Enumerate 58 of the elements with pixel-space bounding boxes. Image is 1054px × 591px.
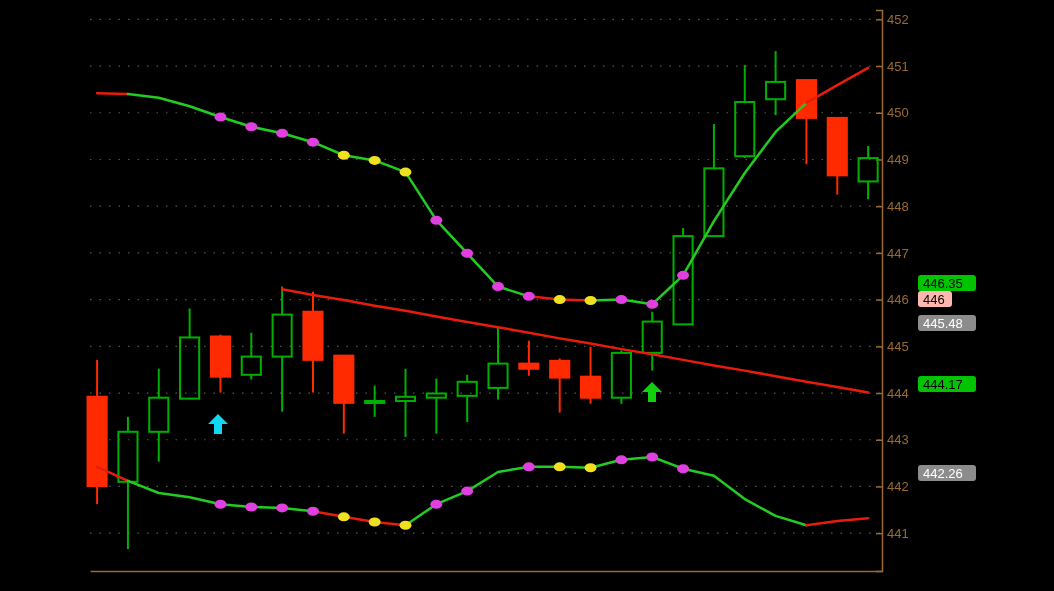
point — [646, 452, 659, 462]
point — [430, 215, 443, 225]
point — [677, 270, 690, 280]
text: 446.35 — [923, 275, 963, 291]
point — [553, 295, 566, 305]
point — [615, 295, 628, 305]
candlestick — [271, 285, 293, 413]
point — [399, 167, 412, 177]
point — [276, 503, 289, 513]
y-tick-label: 446 — [887, 292, 909, 308]
candlestick — [765, 50, 787, 117]
point — [399, 520, 412, 530]
candlestick — [394, 367, 417, 438]
point — [245, 502, 258, 512]
point — [522, 462, 535, 472]
candlestick — [148, 367, 170, 463]
point — [677, 464, 690, 474]
candlestick — [364, 384, 386, 418]
y-tick-label: 448 — [887, 198, 909, 214]
text: 444.17 — [923, 376, 963, 392]
point — [615, 455, 628, 465]
point — [306, 137, 319, 147]
point — [214, 112, 227, 122]
point — [337, 512, 350, 522]
y-tick-label: 445 — [887, 338, 909, 354]
line-series — [280, 288, 870, 394]
y-tick-label: 450 — [887, 105, 909, 121]
point — [430, 499, 443, 509]
point — [553, 462, 566, 472]
text: 442.26 — [923, 465, 963, 481]
y-tick-label: 447 — [887, 245, 909, 261]
candlestick — [302, 290, 324, 394]
y-tick-label: 443 — [887, 432, 909, 448]
text: 446 — [923, 291, 945, 307]
point — [492, 282, 505, 292]
point — [214, 499, 227, 509]
point — [306, 506, 319, 516]
point — [584, 463, 597, 473]
candlestick — [487, 326, 509, 401]
candlestick — [86, 358, 108, 506]
y-tick-label: 441 — [887, 525, 909, 541]
point — [461, 486, 474, 496]
y-tick-label: 444 — [887, 385, 909, 401]
y-tick-label: 442 — [887, 479, 909, 495]
y-tick-label: 451 — [887, 58, 909, 74]
y-tick-label: 452 — [887, 12, 909, 27]
point — [522, 291, 535, 301]
point — [245, 122, 258, 132]
point — [276, 128, 289, 138]
y-tick-label: 449 — [887, 152, 909, 168]
point — [461, 248, 474, 258]
point — [584, 296, 597, 306]
point — [337, 150, 350, 160]
point — [368, 155, 381, 165]
text: 445.48 — [923, 315, 963, 331]
point — [368, 517, 381, 527]
candlestick — [117, 415, 139, 551]
point — [646, 299, 659, 309]
